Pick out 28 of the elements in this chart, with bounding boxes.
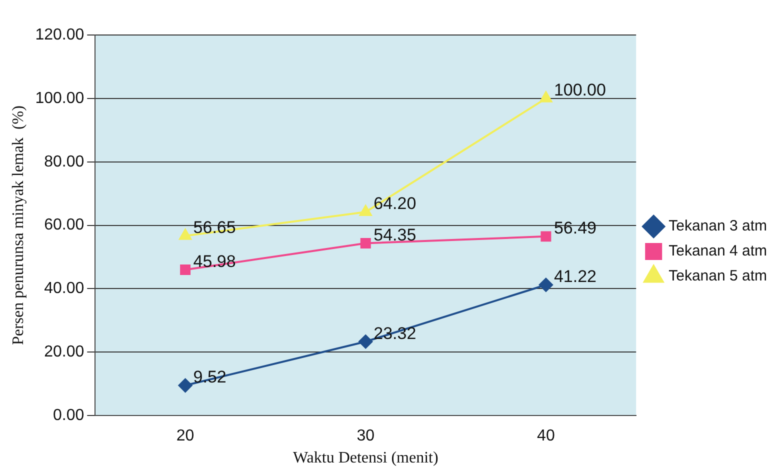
y-tick-label: 40.00 bbox=[44, 280, 84, 298]
point bbox=[180, 264, 191, 276]
y-tick-label: 0.00 bbox=[52, 407, 84, 424]
point bbox=[178, 378, 192, 392]
data-label: 41.22 bbox=[554, 267, 596, 286]
y-tick-label: 60.00 bbox=[44, 216, 84, 234]
legend-label: Tekanan 4 atm bbox=[668, 242, 768, 260]
data-label: 100.00 bbox=[554, 80, 606, 100]
x-axis-title: Waktu Detensi (menit) bbox=[292, 450, 438, 467]
y-tick-label: 120.00 bbox=[35, 26, 84, 44]
x-tick-label: 20 bbox=[176, 428, 194, 445]
data-label: 54.35 bbox=[374, 225, 416, 244]
y-axis-title: Persen penurunsa minyak lemak (%) bbox=[10, 106, 27, 346]
y-tick-label: 100.00 bbox=[35, 90, 84, 107]
legend-label: Tekanan 5 atm bbox=[668, 268, 768, 285]
point bbox=[540, 231, 552, 242]
y-tick-label: 80.00 bbox=[44, 153, 84, 170]
point bbox=[359, 204, 372, 216]
data-label: 64.20 bbox=[374, 194, 416, 214]
point bbox=[360, 238, 371, 248]
point bbox=[540, 91, 552, 102]
point bbox=[538, 278, 553, 292]
x-tick-label: 40 bbox=[537, 428, 555, 445]
point bbox=[358, 334, 373, 349]
legend-label: Tekanan 3 atm bbox=[668, 218, 768, 235]
y-tick-label: 20.00 bbox=[44, 344, 84, 361]
x-tick-label: 30 bbox=[356, 428, 375, 445]
point bbox=[179, 228, 192, 240]
